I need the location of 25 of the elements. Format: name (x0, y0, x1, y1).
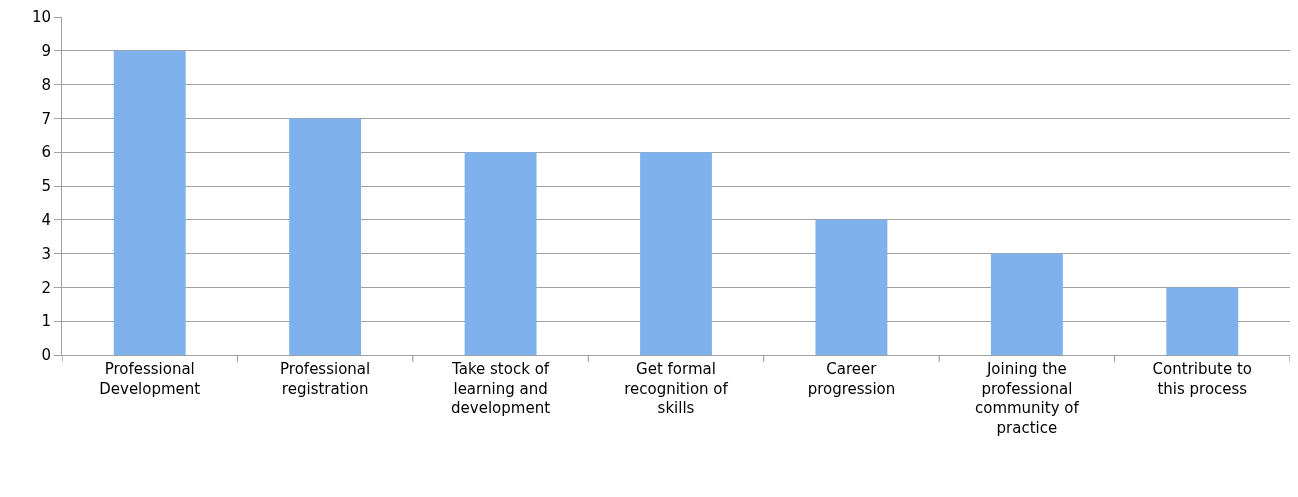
y-tick-label: 10 (31, 8, 51, 27)
y-tick-label: 1 (41, 312, 51, 331)
x-tick-label: Joining the professional community of practice (974, 360, 1080, 437)
y-tick-label: 4 (41, 211, 51, 230)
x-tick-label: Get formal recognition of skills (624, 360, 729, 418)
x-tick-label: Take stock of learning and development (451, 360, 551, 418)
y-tick-label: 9 (41, 42, 51, 61)
y-tick-label: 0 (41, 346, 51, 365)
bar (464, 152, 537, 355)
y-tick-label: 6 (41, 143, 51, 162)
bar (815, 219, 888, 355)
bar (289, 118, 362, 355)
y-tick-label: 8 (41, 75, 51, 94)
x-tick-label: Professional registration (280, 360, 371, 398)
x-tick-label: Contribute to this process (1152, 360, 1252, 398)
y-tick-label: 3 (41, 244, 51, 263)
y-tick-label: 5 (41, 177, 51, 196)
x-tick-label: Career progression (807, 360, 896, 398)
bar (640, 152, 712, 355)
y-tick-label: 7 (41, 109, 51, 128)
bar (990, 253, 1063, 355)
y-tick-label: 2 (41, 278, 51, 297)
bar (113, 50, 186, 355)
x-tick-label: Professional Development (99, 360, 201, 398)
bar (1166, 287, 1239, 355)
